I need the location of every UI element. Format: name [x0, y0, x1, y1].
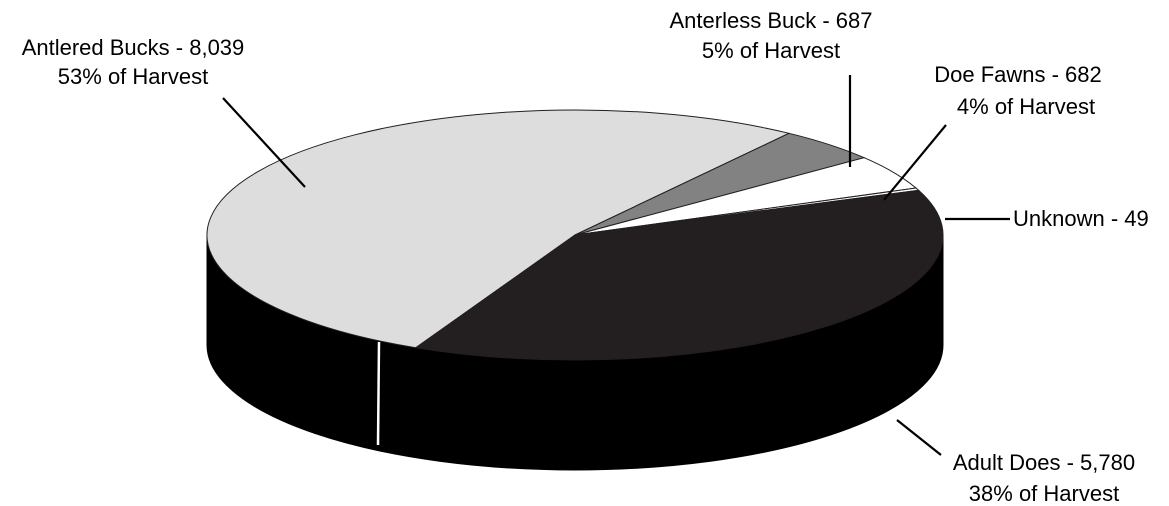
label-adult-does-percent: 38% of Harvest [969, 481, 1119, 506]
label-unknown-count: Unknown - 49 [1013, 206, 1149, 231]
leader-line-doe-fawns [883, 124, 947, 201]
label-antlered-bucks-count: Antlered Bucks - 8,039 [22, 35, 245, 60]
leader-line-antlered-bucks [222, 97, 306, 188]
leader-line-adult-does [896, 419, 942, 456]
label-doe-fawns-count: Doe Fawns - 682 [934, 62, 1102, 87]
pie-slice-adult-does [414, 189, 944, 361]
pie-slices [206, 109, 944, 361]
pie-side-seam [376, 341, 381, 446]
pie-slice-antlered-bucks [206, 109, 791, 349]
label-antlered-bucks-percent: 53% of Harvest [58, 64, 208, 89]
label-adult-does-count: Adult Does - 5,780 [953, 450, 1135, 475]
label-doe-fawns-percent: 4% of Harvest [957, 94, 1095, 119]
label-anterless-buck-percent: 5% of Harvest [702, 38, 840, 63]
label-anterless-buck-count: Anterless Buck - 687 [670, 8, 873, 33]
